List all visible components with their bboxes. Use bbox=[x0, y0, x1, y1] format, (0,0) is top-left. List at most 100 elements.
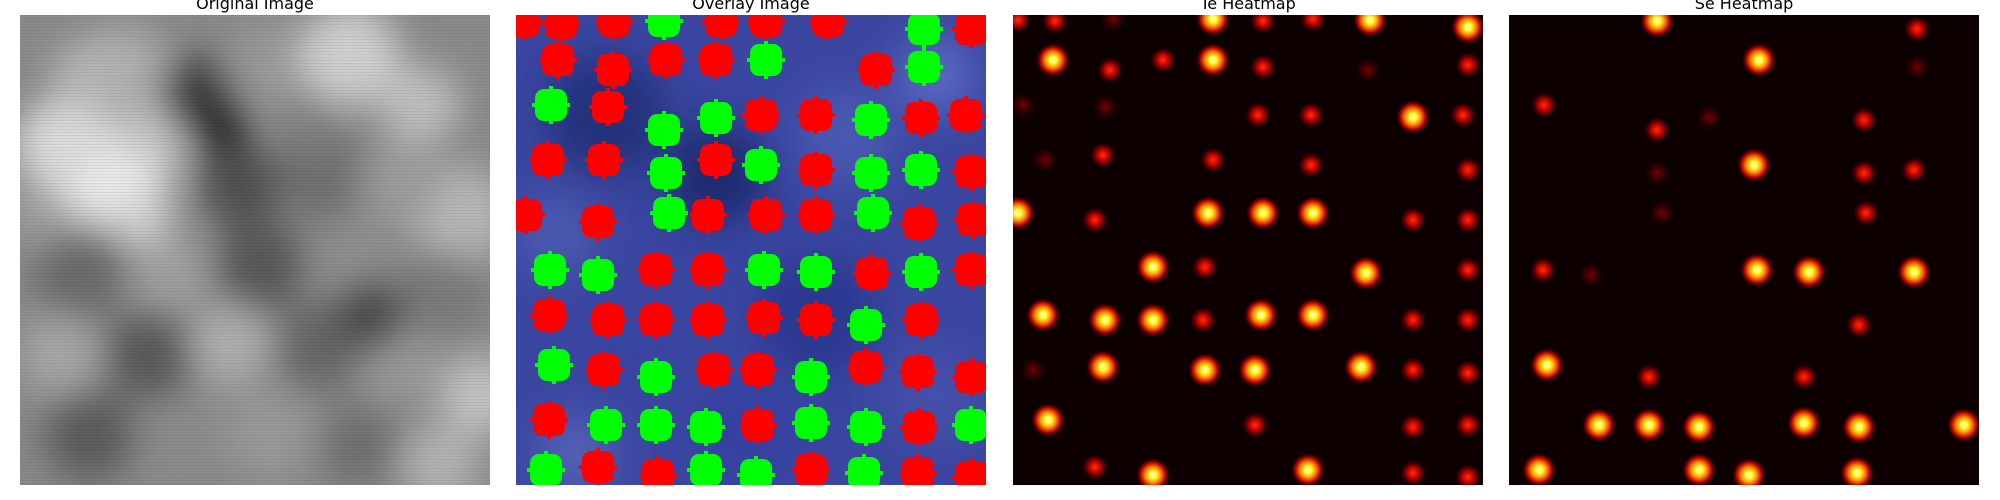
te-marker-55 bbox=[689, 301, 727, 339]
te-spot-57 bbox=[1399, 459, 1427, 485]
te-marker-86 bbox=[952, 458, 986, 485]
te-spot-17 bbox=[1297, 101, 1325, 129]
se-marker-77 bbox=[952, 406, 986, 444]
se-heatmap-canvas bbox=[1509, 15, 1979, 485]
te-marker-0 bbox=[516, 15, 543, 40]
te-spot-0 bbox=[1013, 15, 1032, 34]
te-marker-79 bbox=[579, 448, 617, 485]
se-marker-62 bbox=[637, 358, 675, 396]
te-marker-6 bbox=[809, 15, 847, 40]
se-marker-82 bbox=[737, 456, 775, 485]
se-marker-47 bbox=[745, 251, 783, 289]
se-marker-22 bbox=[852, 101, 890, 139]
te-spot-7 bbox=[1450, 15, 1483, 45]
te-spot-12 bbox=[1249, 53, 1277, 81]
te-spot-1 bbox=[1041, 15, 1069, 35]
te-spot-40 bbox=[1243, 297, 1279, 333]
te-marker-59 bbox=[902, 301, 940, 339]
te-spot-16 bbox=[1244, 101, 1272, 129]
se-marker-78 bbox=[527, 451, 565, 485]
te-spot-19 bbox=[1449, 101, 1477, 129]
te-spot-43 bbox=[1454, 306, 1482, 334]
te-heatmap-title: Te Heatmap bbox=[1200, 0, 1296, 13]
te-spot-25 bbox=[1013, 195, 1036, 231]
se-marker-44 bbox=[579, 256, 617, 294]
se-spot-2 bbox=[1903, 53, 1931, 81]
te-marker-21 bbox=[797, 96, 835, 134]
original-image-canvas bbox=[20, 15, 490, 485]
te-spot-45 bbox=[1187, 352, 1223, 388]
se-marker-36 bbox=[650, 194, 688, 232]
se-spot-32 bbox=[1839, 455, 1875, 485]
te-marker-51 bbox=[952, 251, 986, 289]
te-spot-6 bbox=[1352, 15, 1388, 38]
se-marker-27 bbox=[647, 154, 685, 192]
se-spot-28 bbox=[1946, 407, 1979, 443]
se-spot-0 bbox=[1639, 15, 1675, 39]
te-marker-4 bbox=[702, 15, 740, 40]
te-marker-12 bbox=[697, 41, 735, 79]
te-marker-25 bbox=[529, 141, 567, 179]
se-marker-16 bbox=[532, 86, 570, 124]
se-marker-29 bbox=[742, 146, 780, 184]
te-marker-76 bbox=[900, 408, 938, 446]
te-marker-46 bbox=[689, 251, 727, 289]
te-marker-61 bbox=[585, 351, 623, 389]
se-spot-7 bbox=[1850, 106, 1878, 134]
se-spot-17 bbox=[1791, 254, 1827, 290]
te-marker-57 bbox=[797, 301, 835, 339]
se-spot-1 bbox=[1903, 15, 1931, 43]
se-spot-27 bbox=[1841, 409, 1877, 445]
te-marker-30 bbox=[797, 151, 835, 189]
se-spot-3 bbox=[1741, 42, 1777, 78]
te-marker-64 bbox=[739, 351, 777, 389]
overlay-image bbox=[516, 15, 986, 485]
te-spot-27 bbox=[1190, 195, 1226, 231]
se-spot-23 bbox=[1581, 407, 1617, 443]
te-spot-50 bbox=[1030, 402, 1066, 438]
te-spot-20 bbox=[1031, 146, 1059, 174]
te-spot-36 bbox=[1025, 297, 1061, 333]
te-marker-54 bbox=[637, 301, 675, 339]
te-spot-31 bbox=[1454, 206, 1482, 234]
se-spot-25 bbox=[1681, 409, 1717, 445]
se-spot-29 bbox=[1521, 452, 1557, 485]
se-spot-12 bbox=[1648, 199, 1676, 227]
se-marker-84 bbox=[845, 454, 883, 485]
te-spot-4 bbox=[1249, 15, 1277, 35]
te-marker-11 bbox=[647, 41, 685, 79]
se-spot-16 bbox=[1739, 252, 1775, 288]
se-spot-18 bbox=[1896, 254, 1932, 290]
se-marker-81 bbox=[687, 451, 725, 485]
se-spot-22 bbox=[1790, 363, 1818, 391]
te-spot-42 bbox=[1399, 306, 1427, 334]
te-spot-3 bbox=[1195, 15, 1231, 37]
te-spot-56 bbox=[1290, 452, 1326, 485]
te-marker-63 bbox=[695, 351, 733, 389]
te-marker-2 bbox=[595, 15, 633, 40]
te-spot-13 bbox=[1354, 56, 1382, 84]
te-spot-37 bbox=[1087, 302, 1123, 338]
se-marker-15 bbox=[905, 48, 943, 86]
se-marker-18 bbox=[645, 111, 683, 149]
te-spot-48 bbox=[1399, 356, 1427, 384]
se-marker-65 bbox=[792, 358, 830, 396]
se-marker-32 bbox=[902, 151, 940, 189]
te-marker-26 bbox=[585, 141, 623, 179]
te-spot-21 bbox=[1089, 141, 1117, 169]
te-spot-15 bbox=[1091, 93, 1119, 121]
se-marker-60 bbox=[535, 346, 573, 384]
te-spot-44 bbox=[1085, 349, 1121, 385]
se-marker-43 bbox=[531, 251, 569, 289]
te-marker-23 bbox=[902, 99, 940, 137]
te-spot-8 bbox=[1035, 42, 1071, 78]
te-spot-32 bbox=[1135, 249, 1171, 285]
te-spot-28 bbox=[1245, 195, 1281, 231]
te-spot-35 bbox=[1454, 256, 1482, 284]
te-spot-47 bbox=[1343, 349, 1379, 385]
te-marker-14 bbox=[857, 51, 895, 89]
te-spot-55 bbox=[1135, 457, 1171, 485]
te-marker-67 bbox=[899, 353, 937, 391]
se-spot-26 bbox=[1786, 405, 1822, 441]
te-marker-56 bbox=[745, 299, 783, 337]
